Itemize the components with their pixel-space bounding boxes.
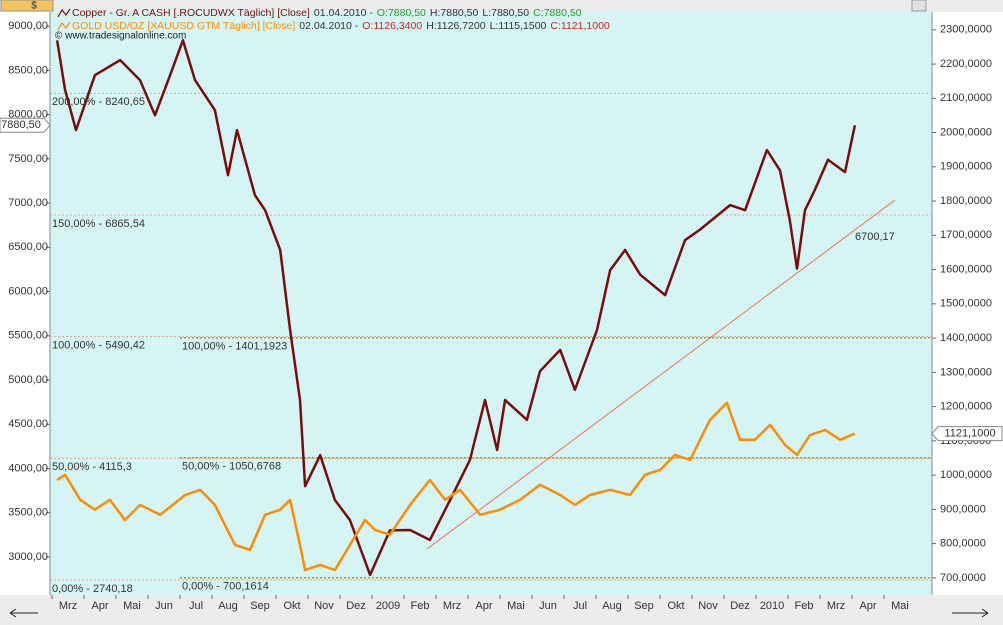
x-tick-label: Dez bbox=[730, 600, 750, 612]
x-tick-label: Mrz bbox=[827, 600, 845, 612]
legend-info: O:7880,50 bbox=[377, 7, 426, 19]
legend-info: L:7880,50 bbox=[482, 7, 529, 19]
x-tick-label: Sep bbox=[634, 600, 654, 612]
x-tick-label: Okt bbox=[667, 600, 684, 612]
y-tick-label: 8500,00 bbox=[8, 64, 48, 76]
legend-info: H:7880,50 bbox=[430, 7, 479, 19]
y2-tick-label: 1700,0000 bbox=[940, 229, 992, 241]
y2-tick-label: 900,0000 bbox=[940, 503, 986, 515]
currency: $ bbox=[31, 1, 37, 12]
y-tick-label: 9000,00 bbox=[8, 20, 48, 32]
y2-tick-label: 700,0000 bbox=[940, 572, 986, 584]
level-label: 150,00% - 6865,54 bbox=[52, 218, 145, 230]
x-tick-label: Mrz bbox=[443, 600, 461, 612]
level-label: 100,00% - 1401,1923 bbox=[182, 341, 287, 353]
watermark: © www.tradesignalonline.com bbox=[55, 31, 186, 42]
x-tick-label: Jun bbox=[539, 600, 557, 612]
y-tick-label: 5500,00 bbox=[8, 330, 48, 342]
x-tick-label: Apr bbox=[859, 600, 876, 612]
y-tick-label: 4000,00 bbox=[8, 462, 48, 474]
level-label: 50,00% - 4115,3 bbox=[52, 461, 132, 473]
x-tick-label: Jul bbox=[189, 600, 203, 612]
legend-info: 02.04.2010 - bbox=[299, 20, 358, 32]
y-tick-label: 3000,00 bbox=[8, 551, 48, 563]
y2-tick-label: 2100,0000 bbox=[940, 92, 992, 104]
value-tag bbox=[931, 426, 1003, 442]
value-tag-label: 7880,50 bbox=[1, 119, 41, 131]
x-tick-label: 2009 bbox=[376, 600, 400, 612]
currency-box[interactable] bbox=[0, 0, 54, 12]
legend-info: C:7880,50 bbox=[533, 7, 582, 19]
y-tick-label: 6500,00 bbox=[8, 241, 48, 253]
y-tick-label: 7000,00 bbox=[8, 197, 48, 209]
y2-tick-label: 800,0000 bbox=[940, 538, 986, 550]
legend-info: 01.04.2010 - bbox=[314, 7, 373, 19]
y-tick-label: 3500,00 bbox=[8, 507, 48, 519]
x-tick-label: Mai bbox=[123, 600, 141, 612]
series-line bbox=[55, 39, 857, 577]
y-tick-label: 8000,00 bbox=[8, 109, 48, 121]
trendline-label: 6700,17 bbox=[855, 231, 895, 243]
plot-area bbox=[50, 12, 932, 595]
legend-name: GOLD USD/OZ [XAUUSD GTM Täglich] [Close] bbox=[72, 20, 295, 32]
y2-tick-label: 1800,0000 bbox=[940, 195, 992, 207]
series-line bbox=[56, 401, 856, 572]
x-tick-label: Feb bbox=[795, 600, 814, 612]
y-tick-label: 6000,00 bbox=[8, 285, 48, 297]
legend-entry: Copper - Gr. A CASH [.ROCUDWX Täglich] [… bbox=[72, 7, 582, 19]
level-label: 50,00% - 1050,6768 bbox=[182, 461, 281, 473]
level-label: 200,00% - 8240,65 bbox=[52, 96, 145, 108]
x-tick-label: 2010 bbox=[760, 600, 784, 612]
y2-tick-label: 2000,0000 bbox=[940, 126, 992, 138]
x-tick-label: Dez bbox=[346, 600, 366, 612]
legend-info: O:1126,3400 bbox=[362, 20, 422, 32]
x-tick-label: Nov bbox=[698, 600, 718, 612]
scroll-up[interactable] bbox=[911, 0, 927, 12]
x-tick-label: Apr bbox=[91, 600, 108, 612]
y2-tick-label: 2200,0000 bbox=[940, 58, 992, 70]
y-tick-label: 5000,00 bbox=[8, 374, 48, 386]
y2-tick-label: 1200,0000 bbox=[940, 401, 992, 413]
scroll-right[interactable] bbox=[952, 608, 989, 618]
x-tick-label: Sep bbox=[250, 600, 270, 612]
y2-tick-label: 2300,0000 bbox=[940, 24, 992, 36]
y-tick-label: 4500,00 bbox=[8, 418, 48, 430]
legend-name: Copper - Gr. A CASH [.ROCUDWX Täglich] [… bbox=[72, 7, 310, 19]
level-label: 0,00% - 700,1614 bbox=[182, 581, 269, 593]
x-tick-label: Mai bbox=[507, 600, 525, 612]
trendline bbox=[426, 199, 896, 550]
y-tick-label: 7500,00 bbox=[8, 153, 48, 165]
y2-tick-label: 1600,0000 bbox=[940, 263, 992, 275]
x-tick-label: Mrz bbox=[59, 600, 77, 612]
x-tick-label: Nov bbox=[314, 600, 334, 612]
y2-tick-label: 1300,0000 bbox=[940, 366, 992, 378]
scroll-left[interactable] bbox=[9, 608, 38, 618]
legend-entry: GOLD USD/OZ [XAUUSD GTM Täglich] [Close]… bbox=[72, 20, 610, 32]
level-label: 100,00% - 5490,42 bbox=[52, 340, 145, 352]
level-label: 0,00% - 2740,18 bbox=[52, 583, 133, 595]
x-tick-label: Jun bbox=[155, 600, 173, 612]
legend-icon bbox=[57, 8, 71, 18]
x-tick-label: Jul bbox=[573, 600, 587, 612]
legend-info: C:1121,1000 bbox=[550, 20, 610, 32]
x-tick-label: Aug bbox=[218, 600, 238, 612]
x-tick-label: Feb bbox=[411, 600, 430, 612]
value-tag bbox=[0, 117, 51, 133]
legend-icon bbox=[57, 21, 71, 31]
legend-info: L:1115,1500 bbox=[490, 20, 547, 32]
y2-tick-label: 1500,0000 bbox=[940, 298, 992, 310]
top-strip bbox=[0, 0, 1003, 12]
x-tick-label: Aug bbox=[602, 600, 622, 612]
y2-tick-label: 1000,0000 bbox=[940, 469, 992, 481]
x-axis-strip bbox=[0, 595, 1003, 625]
x-tick-label: Okt bbox=[283, 600, 300, 612]
legend-info: H:1126,7200 bbox=[426, 20, 486, 32]
x-tick-label: Apr bbox=[475, 600, 492, 612]
y2-tick-label: 1900,0000 bbox=[940, 161, 992, 173]
value-tag-label: 1121,1000 bbox=[944, 428, 995, 440]
x-tick-label: Mai bbox=[891, 600, 909, 612]
y2-tick-label: 1400,0000 bbox=[940, 332, 992, 344]
